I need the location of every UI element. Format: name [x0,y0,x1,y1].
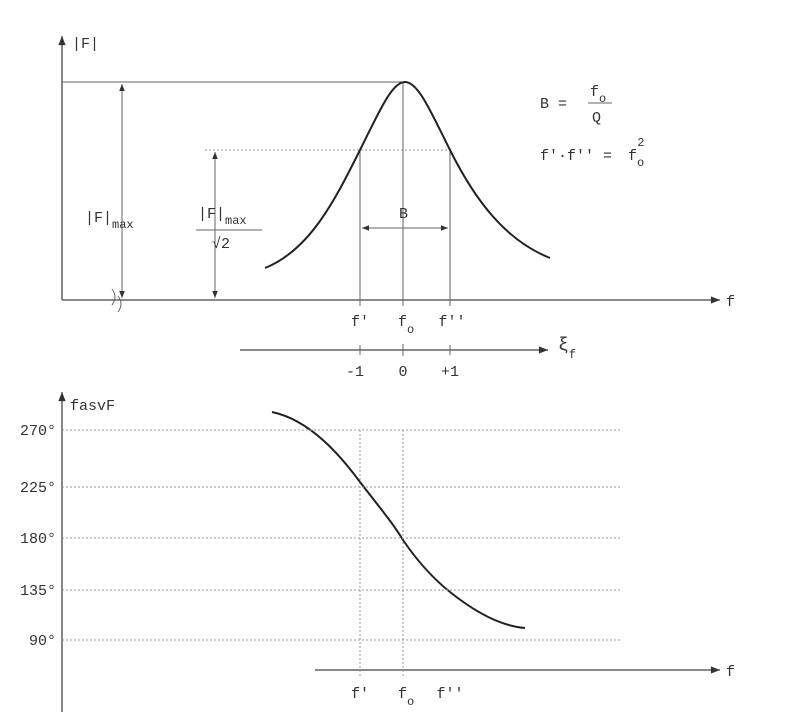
y-label: |F| [72,36,99,53]
text: o [637,156,644,170]
text: f [569,348,576,362]
formula-lhs: B = [540,96,567,113]
x-tick-label: f' [351,686,369,703]
y-tick-label: 225° [20,480,56,497]
axis-break [111,288,122,313]
text: ξ [558,336,569,356]
x-label: f [726,664,735,681]
amplitude-curve [264,80,551,269]
x-tick-label: f'' [436,686,463,703]
axis-label: ξf [558,336,576,362]
y-label: fasvF [70,398,115,415]
x-tick-label: fo [398,686,414,709]
bandwidth-label: B [399,206,408,223]
x-label: f [726,294,735,311]
y-tick-label: 90° [29,633,56,650]
xi-axis: -1 0 +1 ξf [240,336,576,381]
text: max [225,214,247,228]
formula-lhs: f'·f'' = [540,148,612,165]
x-tick-label: f'' [438,314,465,331]
phase-plot: fasvF f f' fo f'' 270°225°180°135°90° [20,391,735,712]
formulas: B = fo Q f'·f'' = fo2 [540,84,644,170]
tick-label: 0 [398,364,407,381]
text: o [599,92,606,106]
text: f [398,686,407,703]
formula-rhs: fo 2 [628,136,644,170]
formula-den: Q [592,110,601,127]
tick-label: +1 [441,364,459,381]
formula-num: fo [590,84,606,106]
half-label-den: √2 [212,235,230,253]
text: f [590,84,599,101]
text: |F| [198,206,225,223]
text: o [407,695,414,709]
tick-label: -1 [346,364,364,381]
y-tick-label: 270° [20,423,56,440]
half-label-num: |F|max [198,206,247,228]
text: f [628,148,637,165]
peak-label: |F|max [85,210,134,232]
text: |F| [85,210,112,227]
y-tick-label: 135° [20,583,56,600]
x-tick-label: fo [398,314,414,337]
y-tick-label: 180° [20,531,56,548]
text: 2 [637,136,644,150]
x-tick-label: f' [351,314,369,331]
amplitude-plot: |F| |F|max |F|max √2 B f f' fo f'' [58,36,735,337]
text: f [398,314,407,331]
phase-curve [271,411,526,629]
text: o [407,323,414,337]
text: max [112,218,134,232]
